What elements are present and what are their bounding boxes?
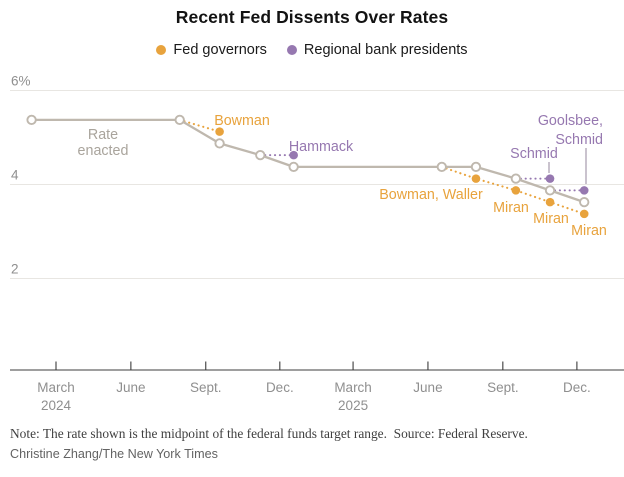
annotation-miran-dec-2025: Miran: [571, 223, 607, 239]
y-axis-tick-label: 6%: [11, 74, 31, 89]
x-axis-tick-label: March: [37, 380, 75, 395]
meeting-marker: [288, 161, 299, 173]
dissent-dot-governor: [215, 127, 224, 136]
x-axis-tick-label: March: [334, 380, 372, 395]
meeting-marker: [174, 114, 185, 126]
legend-dot-president-icon: [286, 45, 297, 55]
annotation-rate-enacted: Rate enacted: [78, 127, 129, 159]
x-axis-tick-label: June: [413, 380, 442, 395]
x-axis-tick-year-label: 2025: [338, 398, 368, 413]
legend-label-regional-presidents: Regional bank presidents: [303, 42, 468, 58]
x-axis-tick-label: June: [116, 380, 145, 395]
x-axis-tick-label: Sept.: [487, 380, 519, 395]
dissent-dot-president: [545, 174, 555, 183]
dissent-dot-president: [579, 186, 589, 195]
dissent-dot-president: [289, 150, 298, 160]
x-axis-tick-label: Dec.: [563, 380, 591, 395]
annotation-goolsbee-schmid-dec-2025: Goolsbee, Schmid: [538, 113, 603, 148]
annotation-bowman-waller-july-2025: Bowman, Waller: [379, 187, 483, 203]
note-text: Note: The rate shown is the midpoint of …: [10, 426, 528, 441]
annotation-miran-oct-2025: Miran: [533, 211, 569, 227]
meeting-marker: [26, 114, 37, 126]
rate-enacted-line: [30, 118, 586, 204]
legend-item-regional-presidents: Regional bank presidents: [286, 42, 468, 58]
annotation-miran-sept-2025: Miran: [493, 200, 529, 216]
meeting-marker: [436, 161, 447, 173]
dissent-dot-governor: [579, 209, 589, 219]
annotation-hammack-dec-2024: Hammack: [289, 139, 354, 155]
y-axis-tick-label: 2: [11, 262, 19, 277]
dissent-dotted-path-governor: [178, 118, 221, 133]
legend-dot-governor-icon: [156, 45, 167, 55]
legend-label-fed-governors: Fed governors: [173, 42, 267, 58]
meeting-marker: [544, 185, 556, 196]
meeting-marker: [255, 149, 266, 161]
x-axis-tick-year-label: 2024: [41, 398, 72, 413]
chart-legend: Fed governors Regional bank presidents: [0, 42, 624, 58]
x-axis-tick-label: Sept.: [190, 380, 222, 395]
legend-item-fed-governors: Fed governors: [156, 42, 267, 58]
x-axis-tick-label: Dec.: [266, 380, 294, 395]
meeting-marker: [510, 173, 522, 184]
dissent-dot-governor: [471, 174, 481, 183]
source-note: Note: The rate shown is the midpoint of …: [10, 424, 537, 464]
byline-credit: Christine Zhang/The New York Times: [10, 446, 218, 461]
chart-title: Recent Fed Dissents Over Rates: [175, 7, 449, 27]
annotation-bowman-sept-2024: Bowman: [214, 113, 270, 129]
annotation-schmid-oct-2025: Schmid: [510, 146, 558, 162]
y-axis-tick-label: 4: [11, 168, 19, 183]
dissent-dot-governor: [545, 197, 555, 207]
meeting-marker: [214, 138, 225, 149]
meeting-marker: [470, 161, 482, 173]
dissent-dot-governor: [511, 186, 521, 195]
meeting-marker: [579, 196, 590, 208]
